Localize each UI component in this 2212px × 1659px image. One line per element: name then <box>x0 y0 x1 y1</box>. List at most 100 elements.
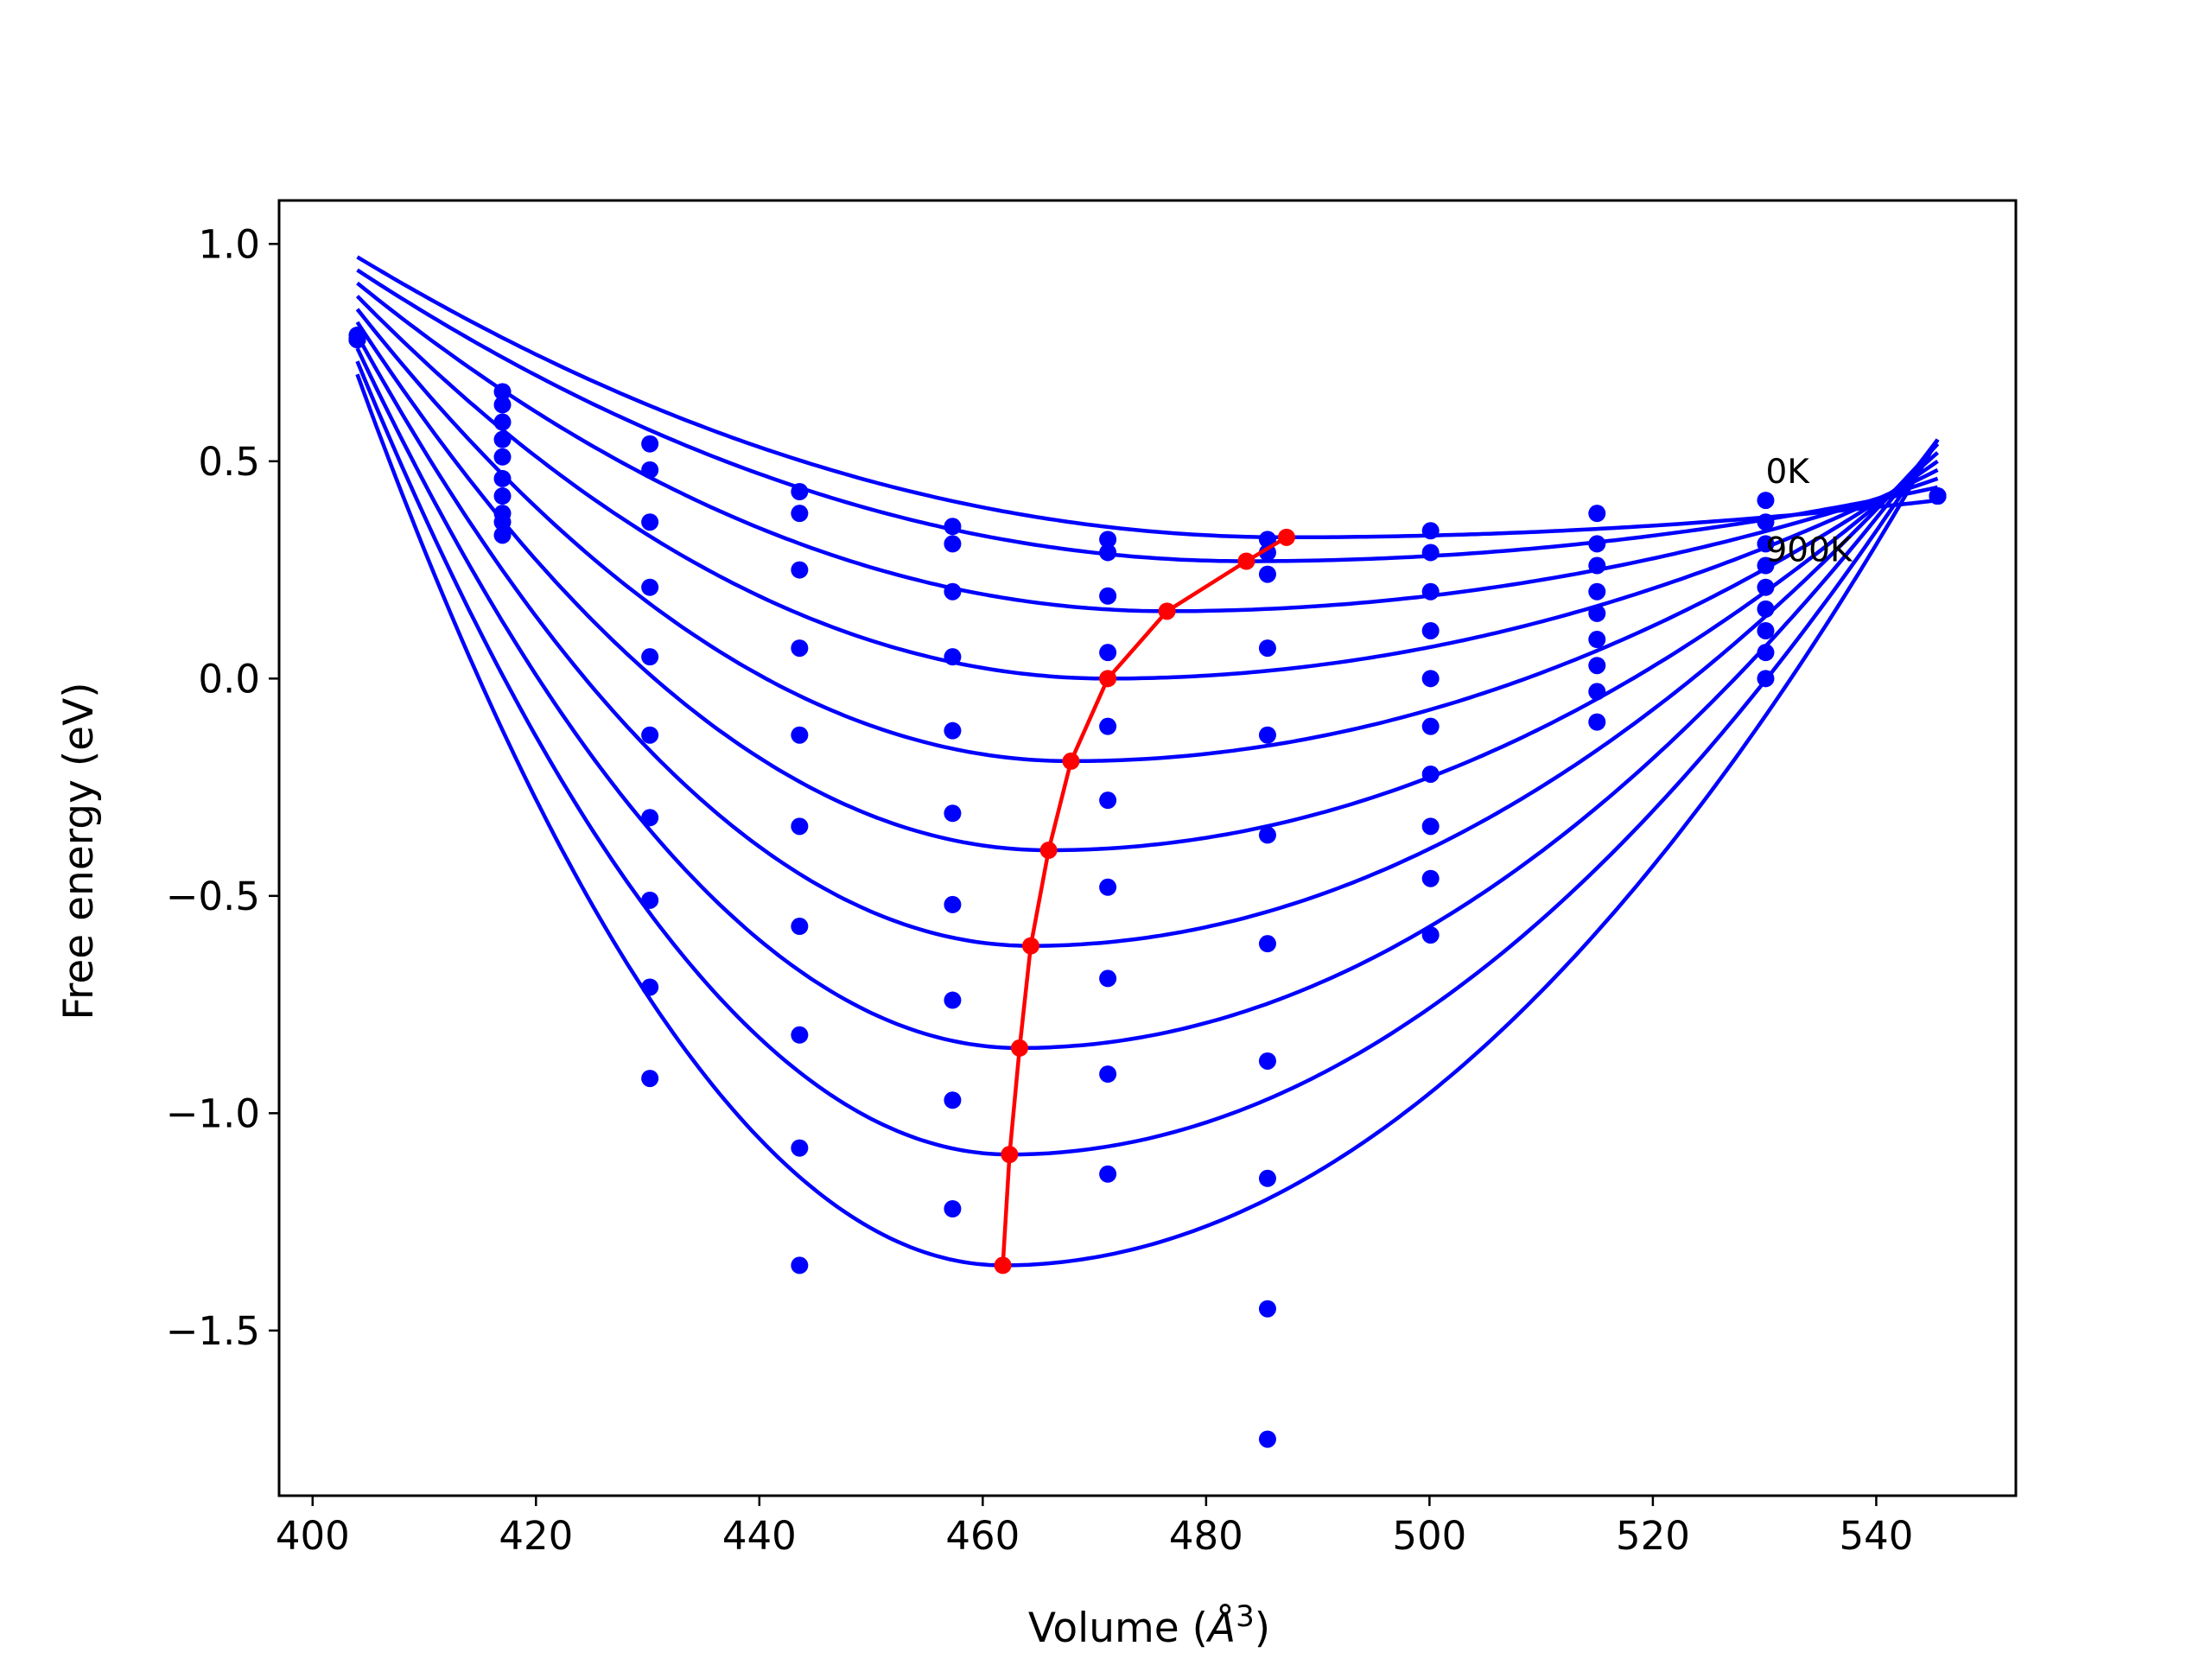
data-point <box>1258 565 1276 583</box>
data-point <box>791 639 809 658</box>
data-point <box>641 726 659 744</box>
data-point <box>493 469 512 487</box>
data-point <box>791 726 809 744</box>
data-point <box>493 430 512 448</box>
data-point <box>1099 791 1117 810</box>
data-point <box>791 1256 809 1274</box>
data-point <box>1099 1065 1117 1084</box>
data-point <box>1421 869 1440 887</box>
data-point <box>1421 543 1440 562</box>
data-point <box>1099 531 1117 549</box>
fit-curve-0 <box>356 255 1938 540</box>
y-axis-label: Free energy (eV) <box>55 682 103 1020</box>
x-tick-label: 500 <box>1392 1513 1466 1559</box>
data-point <box>791 918 809 936</box>
data-point <box>1421 926 1440 944</box>
x-tick-label: 460 <box>945 1513 1020 1559</box>
data-point <box>1421 582 1440 601</box>
data-point <box>1421 522 1440 540</box>
data-point <box>1258 726 1276 744</box>
data-point <box>1588 505 1606 523</box>
fit-curve-2 <box>356 281 1939 613</box>
data-point <box>493 526 512 544</box>
minimum-point <box>1021 937 1039 955</box>
data-point <box>1757 644 1775 662</box>
data-point <box>1757 513 1775 531</box>
data-point <box>791 1026 809 1044</box>
data-point <box>1421 817 1440 836</box>
data-point <box>1421 765 1440 783</box>
x-tick-label: 400 <box>276 1513 350 1559</box>
fit-curve-1 <box>356 268 1938 563</box>
fit-curve-9 <box>355 373 1940 1268</box>
data-point <box>1099 878 1117 896</box>
minimum-point <box>1010 1039 1028 1057</box>
data-point <box>493 396 512 414</box>
x-tick-label: 440 <box>722 1513 797 1559</box>
data-point <box>791 817 809 836</box>
minimum-point <box>1099 670 1117 688</box>
data-point <box>944 648 962 666</box>
fit-curves <box>355 255 1940 1268</box>
data-point <box>1258 639 1276 658</box>
data-point <box>1421 717 1440 735</box>
data-point <box>1588 657 1606 675</box>
minimum-point <box>1001 1146 1019 1164</box>
data-point <box>1099 717 1117 735</box>
fit-curve-7 <box>355 347 1940 1051</box>
data-point <box>641 978 659 996</box>
data-point <box>1258 1169 1276 1187</box>
minimum-point <box>994 1256 1012 1274</box>
x-tick-label: 480 <box>1169 1513 1243 1559</box>
data-point <box>1258 1300 1276 1318</box>
data-point <box>944 535 962 553</box>
data-point <box>944 582 962 601</box>
data-point <box>1588 631 1606 649</box>
annotation-0k: 0K <box>1765 453 1810 492</box>
y-tick-label: 0.0 <box>198 656 260 702</box>
data-point <box>944 1091 962 1109</box>
data-point <box>1757 600 1775 618</box>
data-point <box>641 578 659 596</box>
data-point <box>641 891 659 909</box>
fit-curve-5 <box>355 321 1939 853</box>
data-point <box>493 487 512 505</box>
data-point <box>493 513 512 531</box>
y-tick-label: −1.5 <box>166 1308 260 1354</box>
y-tick-label: 0.5 <box>198 439 260 485</box>
data-point <box>641 513 659 531</box>
data-point <box>1588 683 1606 701</box>
data-point <box>944 804 962 823</box>
data-point <box>641 1070 659 1088</box>
x-axis-label: Volume (Å3) <box>1028 1599 1270 1652</box>
annotation-900k: 900K <box>1765 531 1853 570</box>
annotations: 0K 900K <box>1765 453 1853 570</box>
x-axis-ticks: 400 420 440 460 480 500 520 540 <box>276 1496 1913 1559</box>
data-point <box>1099 543 1117 562</box>
data-point <box>1588 713 1606 731</box>
data-point <box>1757 670 1775 688</box>
data-point <box>1757 578 1775 596</box>
data-point <box>791 505 809 523</box>
data-point <box>493 383 512 401</box>
minimum-point <box>1237 552 1255 570</box>
minimum-point <box>1277 528 1295 546</box>
data-point <box>1929 487 1947 505</box>
data-point <box>944 991 962 1009</box>
minimum-point <box>1062 752 1080 770</box>
x-tick-label: 520 <box>1616 1513 1690 1559</box>
y-axis-ticks: 1.0 0.5 0.0 −0.5 −1.0 −1.5 <box>166 221 279 1354</box>
data-point <box>1421 670 1440 688</box>
data-point <box>641 809 659 827</box>
data-point <box>1588 604 1606 622</box>
y-tick-label: −0.5 <box>166 874 260 919</box>
minimum-line-path <box>1001 535 1288 1266</box>
data-point <box>944 518 962 536</box>
fit-curve-8 <box>355 360 1940 1157</box>
data-point <box>493 448 512 466</box>
data-point <box>641 461 659 479</box>
data-point <box>1099 969 1117 988</box>
data-point <box>1757 492 1775 510</box>
